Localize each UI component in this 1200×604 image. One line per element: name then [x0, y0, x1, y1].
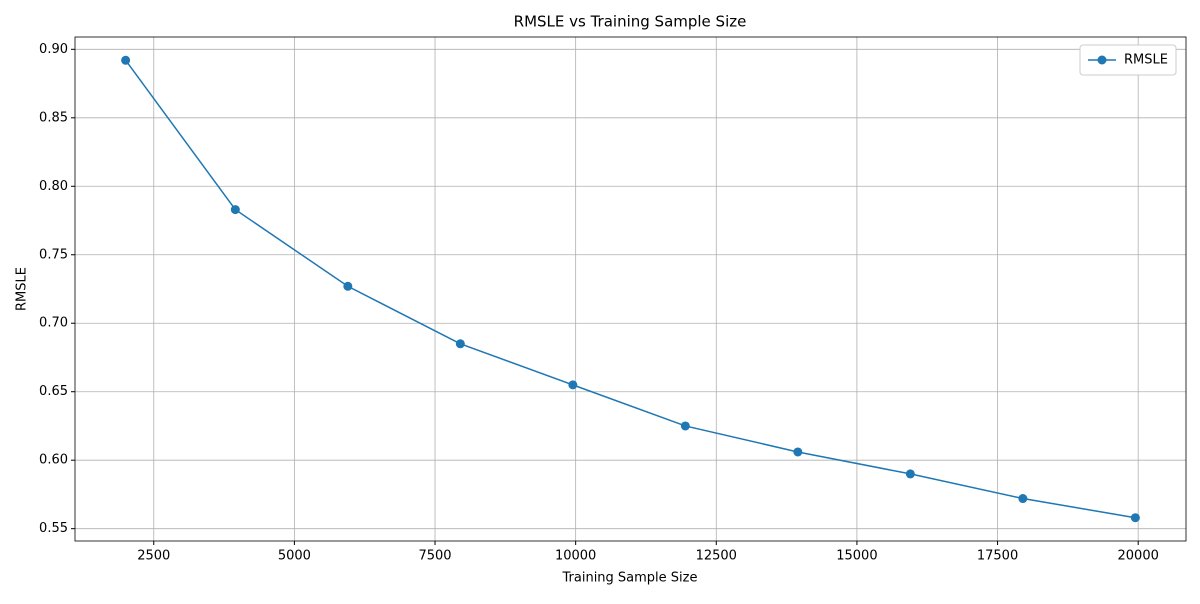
marker [1130, 513, 1140, 523]
y-tick-label: 0.85 [39, 110, 68, 125]
y-tick-label: 0.80 [39, 179, 68, 194]
x-tick-label: 12500 [696, 549, 737, 564]
y-tick-label: 0.60 [39, 453, 68, 468]
x-tick-label: 17500 [977, 549, 1018, 564]
marker [121, 55, 131, 65]
legend-marker [1097, 55, 1107, 65]
y-tick-label: 0.90 [39, 42, 68, 57]
marker [680, 421, 690, 431]
marker [1018, 494, 1028, 504]
legend-label: RMSLE [1124, 53, 1168, 68]
plot-frame [74, 36, 1187, 542]
marker [230, 205, 240, 215]
legend-box [1079, 44, 1177, 76]
marker [568, 380, 578, 390]
chart-title: RMSLE vs Training Sample Size [514, 13, 747, 31]
marker [905, 469, 915, 479]
y-tick-label: 0.75 [39, 247, 68, 262]
x-axis-label: Training Sample Size [562, 571, 698, 586]
line [125, 59, 1136, 519]
marker [343, 281, 353, 291]
marker [793, 447, 803, 457]
x-tick-label: 10000 [555, 549, 596, 564]
y-tick-label: 0.55 [39, 521, 68, 536]
x-tick-label: 15000 [836, 549, 877, 564]
y-tick-label: 0.65 [39, 384, 68, 399]
y-tick-label: 0.70 [39, 316, 68, 331]
x-tick-label: 20000 [1118, 549, 1159, 564]
y-axis-label: RMSLE [15, 267, 30, 311]
x-tick-label: 7500 [418, 549, 451, 564]
x-tick-label: 5000 [278, 549, 311, 564]
x-tick-label: 2500 [137, 549, 170, 564]
marker [455, 339, 465, 349]
